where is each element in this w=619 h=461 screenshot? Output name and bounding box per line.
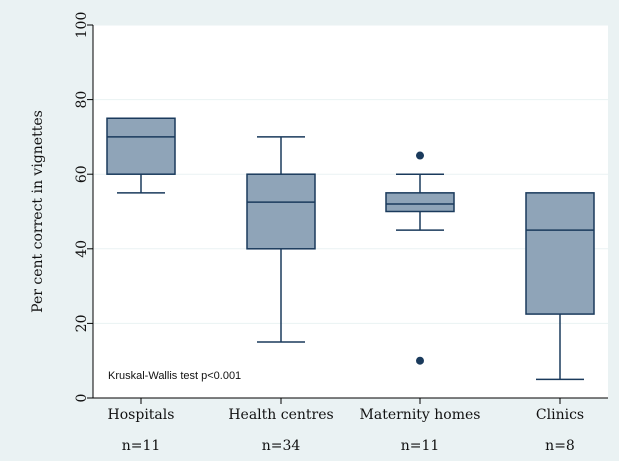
annotation: Kruskal-Wallis test p<0.001 [108, 370, 241, 382]
y-tick-label: 0 [74, 394, 90, 403]
outlier-point [416, 151, 424, 160]
count-label: n=8 [545, 438, 575, 454]
box-iqr [106, 117, 176, 175]
plot-area [93, 25, 608, 398]
y-tick-label: 80 [74, 91, 90, 109]
outlier-point [416, 356, 424, 365]
box-group-2 [246, 136, 316, 343]
box-iqr [246, 173, 316, 250]
y-tick-label: 40 [74, 240, 90, 258]
y-axis-label: Per cent correct in vignettes [30, 110, 46, 313]
box-group-4 [525, 192, 595, 381]
x-tick-label: Maternity homes [360, 407, 481, 423]
box-group-3 [385, 151, 455, 365]
count-label: n=11 [401, 438, 440, 454]
y-tick-label: 20 [74, 314, 90, 332]
box-iqr [525, 192, 595, 315]
x-tick-label: Clinics [536, 407, 584, 423]
y-tick-label: 100 [74, 12, 90, 39]
count-label: n=34 [262, 438, 301, 454]
box-iqr [385, 192, 455, 213]
count-label: n=11 [122, 438, 161, 454]
x-tick-label: Hospitals [108, 407, 175, 423]
box-group-1 [106, 117, 176, 194]
y-tick-label: 60 [74, 165, 90, 183]
x-tick-label: Health centres [228, 407, 333, 423]
